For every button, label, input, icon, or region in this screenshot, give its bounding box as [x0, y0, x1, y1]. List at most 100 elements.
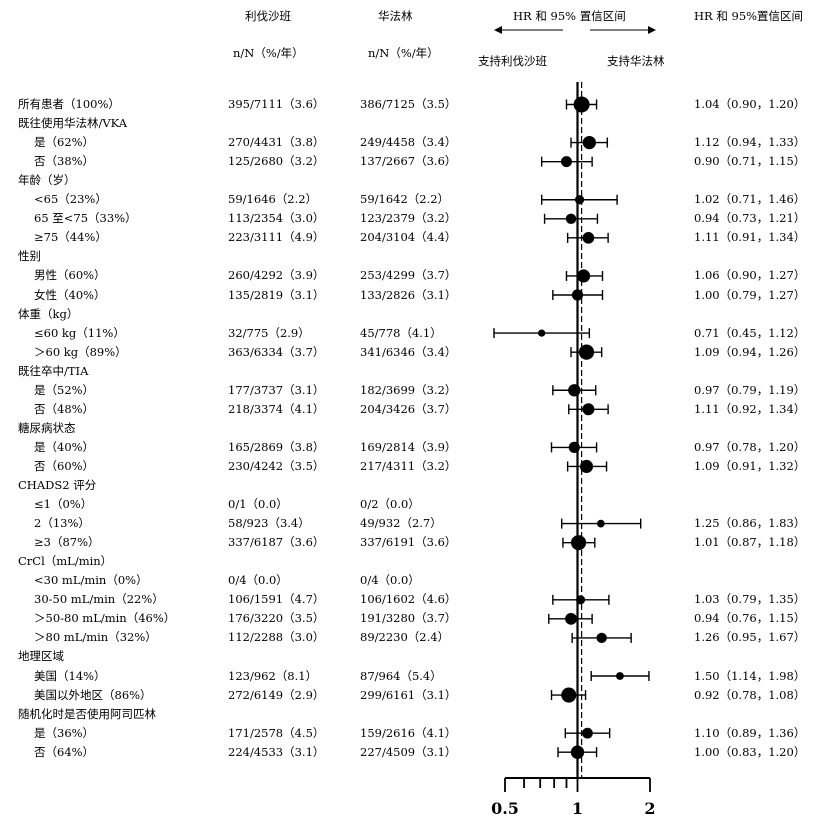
warfarin-count: 182/3699（3.2） [360, 382, 457, 397]
row-label: 是（36%） [34, 725, 95, 740]
rivaroxaban-count: 224/4533（3.1） [228, 744, 325, 759]
hr-point [561, 687, 577, 703]
table-row: ≥75（44%） 223/3111（4.9） 204/3104（4.4） 1.11（0… [0, 228, 815, 247]
row-label: 否（60%） [34, 458, 95, 473]
rivaroxaban-count: 123/962（8.1） [228, 668, 318, 683]
hr-point [578, 344, 595, 360]
row-label: ≤1（0%） [34, 497, 93, 512]
table-row: ＞60 kg（89%） 363/6334（3.7） 341/6346（3.4） 1.0… [0, 343, 815, 362]
table-row: 否（48%） 218/3374（4.1） 204/3426（3.7） 1.11（0.9… [0, 400, 815, 419]
warfarin-count: 133/2826（3.1） [360, 287, 457, 302]
hr-point [596, 519, 605, 528]
warfarin-count: 59/1642（2.2） [360, 192, 450, 207]
table-row: 否（64%） 224/4533（3.1） 227/4509（3.1） 1.00（0.8… [0, 743, 815, 762]
hr-ci-text: 1.04（0.90，1.20） [694, 97, 806, 111]
row-label: 男性（60%） [34, 268, 106, 283]
hr-point [570, 745, 585, 759]
row-label: 体重（kg） [18, 306, 79, 321]
row-label: 既往卒中/TIA [18, 363, 89, 378]
hr-point [538, 329, 546, 337]
hr-ci-text: 0.94（0.73，1.21） [694, 211, 806, 226]
warfarin-count: 49/932（2.7） [360, 516, 442, 531]
row-label: <30 mL/min（0%） [34, 573, 148, 588]
row-label: 女性（40%） [34, 287, 106, 302]
table-row: 美国（14%） 123/962（8.1） 87/964（5.4） 1.50（1.14，… [0, 667, 815, 686]
rivaroxaban-count: 176/3220（3.5） [228, 611, 325, 626]
row-label: 地理区域 [18, 649, 64, 664]
table-row: ≥3（87%） 337/6187（3.6） 337/6191（3.6） 1.01（0.… [0, 533, 815, 552]
group-header-row: 既往卒中/TIA [0, 362, 815, 381]
row-label: 否（48%） [34, 401, 95, 416]
rivaroxaban-count: 59/1646（2.2） [228, 192, 318, 207]
header-hr-ci-column: HR 和 95%置信区间 [694, 9, 804, 23]
group-header-row: 性别 [0, 247, 815, 266]
rivaroxaban-count: 177/3737（3.1） [228, 382, 325, 397]
hr-ci-text: 1.00（0.79，1.27） [694, 287, 806, 302]
row-label: 糖尿病状态 [18, 420, 76, 435]
arrow-right-head [648, 26, 656, 34]
table-row: <30 mL/min（0%） 0/4（0.0） 0/4（0.0） [0, 571, 815, 590]
table-row: 男性（60%） 260/4292（3.9） 253/4299（3.7） 1.06（0.… [0, 266, 815, 285]
warfarin-count: 106/1602（4.6） [360, 592, 457, 607]
row-label: CHADS2 评分 [18, 478, 97, 492]
row-label: 否（38%） [34, 154, 95, 169]
row-label: <65（23%） [34, 192, 107, 207]
warfarin-count: 45/778（4.1） [360, 325, 442, 340]
row-label: 所有患者（100%） [18, 97, 120, 111]
hr-ci-text: 0.97（0.78，1.20） [694, 439, 806, 454]
hr-point [576, 595, 586, 605]
hr-point [582, 727, 593, 739]
header-favors-warfarin: 支持华法林 [607, 54, 665, 68]
group-header-row: 糖尿病状态 [0, 419, 815, 438]
hr-ci-text: 1.01（0.87，1.18） [694, 535, 806, 550]
row-label: ≥75（44%） [34, 230, 107, 245]
x-tick-label: 0.5 [491, 799, 519, 818]
table-row: 否（60%） 230/4242（3.5） 217/4311（3.2） 1.09（0.9… [0, 457, 815, 476]
rivaroxaban-count: 363/6334（3.7） [228, 344, 325, 359]
table-row: ≤60 kg（11%） 32/775（2.9） 45/778（4.1） 0.71（0.… [0, 324, 815, 343]
rivaroxaban-count: 395/7111（3.6） [228, 97, 325, 111]
row-label: 既往使用华法林/VKA [18, 116, 128, 131]
hr-ci-text: 1.10（0.89，1.36） [694, 725, 806, 740]
row-label: 年龄（岁） [18, 173, 76, 188]
hr-point [574, 195, 585, 205]
hr-ci-text: 1.00（0.83，1.20） [694, 744, 806, 759]
row-label: 否（64%） [34, 744, 95, 759]
warfarin-count: 87/964（5.4） [360, 668, 442, 683]
table-row: 美国以外地区（86%） 272/6149（2.9） 299/6161（3.1） 0.9… [0, 686, 815, 705]
table-row: 是（40%） 165/2869（3.8） 169/2814（3.9） 0.97（0.7… [0, 438, 815, 457]
hr-point [615, 672, 624, 680]
hr-ci-text: 1.25（0.86，1.83） [694, 516, 806, 531]
rivaroxaban-count: 337/6187（3.6） [228, 535, 325, 550]
hr-ci-text: 1.02（0.71，1.46） [694, 192, 806, 207]
group-header-row: 年龄（岁） [0, 171, 815, 190]
rivaroxaban-count: 135/2819（3.1） [228, 287, 325, 302]
hr-point [565, 213, 577, 225]
rivaroxaban-count: 58/923（3.4） [228, 516, 310, 531]
rivaroxaban-count: 171/2578（4.5） [228, 725, 325, 740]
rivaroxaban-count: 230/4242（3.5） [228, 458, 325, 473]
x-tick-label: 1 [572, 799, 583, 818]
hr-point [577, 269, 591, 283]
row-label: 美国以外地区（86%） [34, 687, 152, 702]
hr-point [579, 459, 594, 473]
rivaroxaban-count: 165/2869（3.8） [228, 439, 325, 454]
warfarin-count: 204/3104（4.4） [360, 230, 457, 245]
hr-ci-text: 1.50（1.14，1.98） [694, 668, 806, 683]
warfarin-count: 0/4（0.0） [360, 573, 420, 588]
hr-ci-text: 1.03（0.79，1.35） [694, 592, 806, 607]
row-label: 2（13%） [34, 516, 90, 531]
row-label: 随机化时是否使用阿司匹林 [18, 706, 156, 721]
hr-ci-text: 0.94（0.76，1.15） [694, 611, 806, 626]
warfarin-count: 204/3426（3.7） [360, 401, 457, 416]
row-label: 美国（14%） [34, 668, 106, 683]
rivaroxaban-count: 218/3374（4.1） [228, 401, 325, 416]
row-label: 性别 [18, 249, 41, 264]
hr-point [582, 135, 596, 150]
group-header-row: 既往使用华法林/VKA [0, 114, 815, 133]
hr-ci-text: 1.09（0.91，1.32） [694, 458, 806, 473]
hr-ci-text: 0.71（0.45，1.12） [694, 325, 806, 340]
hr-point [571, 289, 584, 301]
